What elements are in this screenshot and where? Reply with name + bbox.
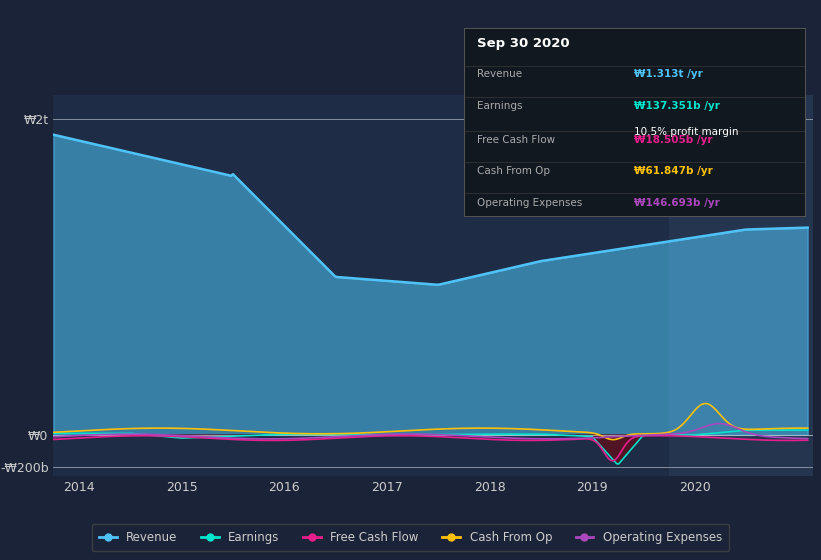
Legend: Revenue, Earnings, Free Cash Flow, Cash From Op, Operating Expenses: Revenue, Earnings, Free Cash Flow, Cash … [92, 524, 729, 551]
Text: Revenue: Revenue [478, 69, 523, 80]
Text: Cash From Op: Cash From Op [478, 166, 551, 176]
Text: Earnings: Earnings [478, 101, 523, 111]
Text: Sep 30 2020: Sep 30 2020 [478, 38, 570, 50]
Text: Operating Expenses: Operating Expenses [478, 198, 583, 208]
Text: ₩137.351b /yr: ₩137.351b /yr [635, 101, 720, 111]
Text: ₩61.847b /yr: ₩61.847b /yr [635, 166, 713, 176]
Text: ₩146.693b /yr: ₩146.693b /yr [635, 198, 720, 208]
Bar [669, 95, 818, 476]
Text: Free Cash Flow: Free Cash Flow [478, 135, 556, 145]
Text: ₩18.505b /yr: ₩18.505b /yr [635, 135, 713, 145]
Text: ₩1.313t /yr: ₩1.313t /yr [635, 69, 703, 80]
Text: 10.5% profit margin: 10.5% profit margin [635, 128, 739, 137]
